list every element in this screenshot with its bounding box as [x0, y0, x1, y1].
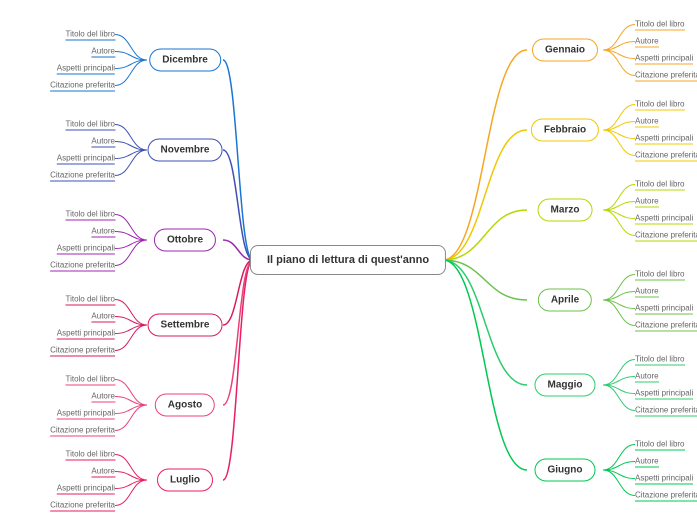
leaf-label: Citazione preferita	[635, 150, 697, 161]
leaf-label: Aspetti principali	[635, 213, 693, 224]
leaf-label: Autore	[91, 391, 115, 402]
leaf-label: Aspetti principali	[635, 473, 693, 484]
leaf-label: Aspetti principali	[57, 63, 115, 74]
leaf-label: Aspetti principali	[635, 388, 693, 399]
leaf-label: Aspetti principali	[635, 53, 693, 64]
leaf-label: Titolo del libro	[635, 19, 685, 30]
leaf-label: Titolo del libro	[65, 29, 115, 40]
leaf-label: Citazione preferita	[635, 490, 697, 501]
month-node[interactable]: Settembre	[148, 314, 223, 337]
leaf-label: Aspetti principali	[57, 153, 115, 164]
leaf-label: Citazione preferita	[635, 320, 697, 331]
leaf-label: Titolo del libro	[65, 209, 115, 220]
month-node[interactable]: Marzo	[538, 199, 593, 222]
leaf-label: Autore	[635, 286, 659, 297]
leaf-label: Titolo del libro	[635, 179, 685, 190]
month-node[interactable]: Agosto	[155, 394, 215, 417]
leaf-label: Citazione preferita	[635, 230, 697, 241]
leaf-label: Autore	[635, 116, 659, 127]
leaf-label: Aspetti principali	[57, 408, 115, 419]
month-node[interactable]: Luglio	[157, 469, 213, 492]
month-node[interactable]: Giugno	[535, 459, 596, 482]
leaf-label: Autore	[635, 456, 659, 467]
leaf-label: Titolo del libro	[65, 119, 115, 130]
leaf-label: Titolo del libro	[65, 294, 115, 305]
leaf-label: Citazione preferita	[50, 80, 115, 91]
leaf-label: Citazione preferita	[50, 170, 115, 181]
leaf-label: Autore	[91, 466, 115, 477]
leaf-label: Aspetti principali	[635, 133, 693, 144]
month-node[interactable]: Ottobre	[154, 229, 216, 252]
leaf-label: Citazione preferita	[635, 405, 697, 416]
leaf-label: Autore	[635, 196, 659, 207]
leaf-label: Autore	[635, 36, 659, 47]
month-node[interactable]: Gennaio	[532, 39, 598, 62]
leaf-label: Titolo del libro	[635, 354, 685, 365]
leaf-label: Autore	[91, 46, 115, 57]
leaf-label: Autore	[91, 311, 115, 322]
leaf-label: Aspetti principali	[57, 483, 115, 494]
leaf-label: Aspetti principali	[635, 303, 693, 314]
center-node[interactable]: Il piano di lettura di quest'anno	[250, 245, 446, 275]
leaf-label: Aspetti principali	[57, 243, 115, 254]
month-node[interactable]: Aprile	[538, 289, 592, 312]
leaf-label: Autore	[91, 136, 115, 147]
leaf-label: Titolo del libro	[65, 374, 115, 385]
leaf-label: Titolo del libro	[635, 439, 685, 450]
leaf-label: Citazione preferita	[50, 345, 115, 356]
leaf-label: Titolo del libro	[65, 449, 115, 460]
leaf-label: Citazione preferita	[50, 500, 115, 511]
leaf-label: Autore	[635, 371, 659, 382]
leaf-label: Autore	[91, 226, 115, 237]
leaf-label: Titolo del libro	[635, 99, 685, 110]
leaf-label: Citazione preferita	[50, 425, 115, 436]
leaf-label: Aspetti principali	[57, 328, 115, 339]
month-node[interactable]: Dicembre	[149, 49, 221, 72]
leaf-label: Titolo del libro	[635, 269, 685, 280]
month-node[interactable]: Febbraio	[531, 119, 599, 142]
leaf-label: Citazione preferita	[635, 70, 697, 81]
month-node[interactable]: Novembre	[148, 139, 223, 162]
leaf-label: Citazione preferita	[50, 260, 115, 271]
month-node[interactable]: Maggio	[535, 374, 596, 397]
